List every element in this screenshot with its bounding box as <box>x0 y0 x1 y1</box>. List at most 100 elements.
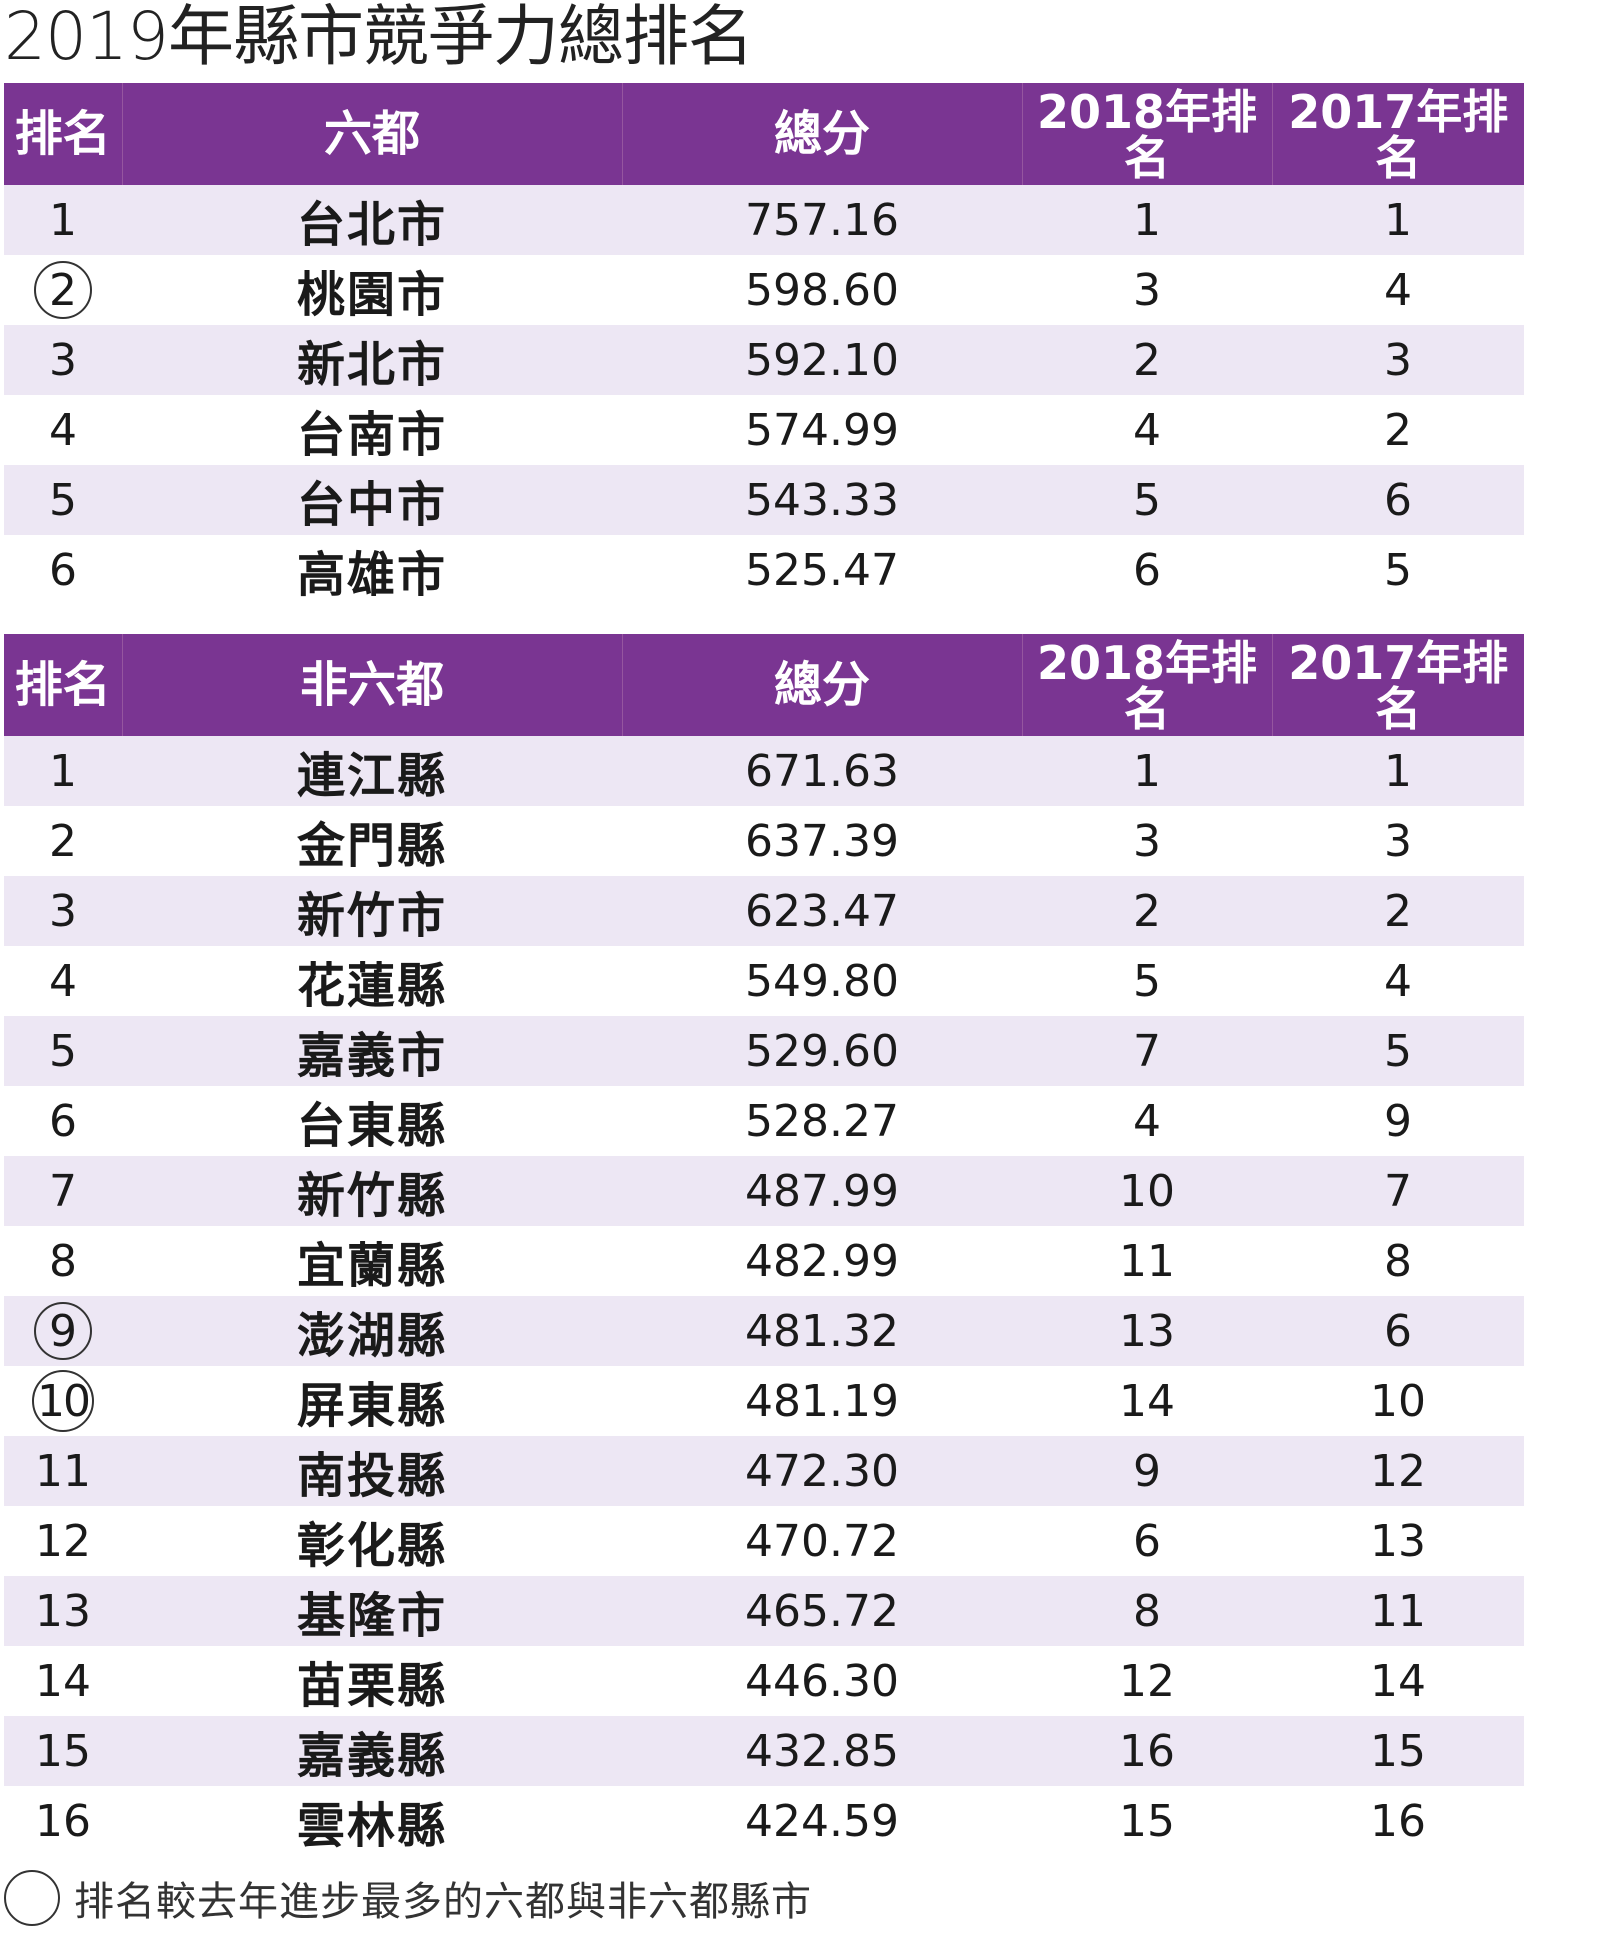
rank-2017-cell: 14 <box>1272 1646 1524 1716</box>
header-2017-line-1: 2017年排 <box>1288 85 1509 139</box>
rank-2018-cell: 8 <box>1022 1576 1272 1646</box>
rank-2018-cell: 9 <box>1022 1436 1272 1506</box>
total-score-cell: 671.63 <box>622 736 1022 806</box>
rank-cell: 12 <box>4 1506 122 1576</box>
total-score-cell: 598.60 <box>622 255 1022 325</box>
rank-2017-cell: 6 <box>1272 465 1524 535</box>
table-row: 7 新竹縣 487.99 10 7 <box>4 1156 1524 1226</box>
rank-cell: 5 <box>4 465 122 535</box>
rank-2017-cell: 4 <box>1272 946 1524 1016</box>
county-name-cell: 屏東縣 <box>122 1366 622 1436</box>
rank-2017-cell: 4 <box>1272 255 1524 325</box>
county-name-cell: 澎湖縣 <box>122 1296 622 1366</box>
county-name-cell: 彰化縣 <box>122 1506 622 1576</box>
header-score: 總分 <box>622 83 1023 185</box>
county-name-cell: 基隆市 <box>122 1576 622 1646</box>
county-name-cell: 嘉義縣 <box>122 1716 622 1786</box>
circled-rank: 2 <box>34 261 92 319</box>
total-score-cell: 549.80 <box>622 946 1022 1016</box>
rank-2018-cell: 16 <box>1022 1716 1272 1786</box>
rank-2018-cell: 3 <box>1022 255 1272 325</box>
county-name-cell: 雲林縣 <box>122 1786 622 1856</box>
rank-2018-cell: 13 <box>1022 1296 1272 1366</box>
rank-2018-cell: 12 <box>1022 1646 1272 1716</box>
table-row: 14 苗栗縣 446.30 12 14 <box>4 1646 1524 1716</box>
non-six-municipalities-table: 排名 非六都 總分 2018年排 名 2017年排 名 1 連江縣 671.63 1 1… <box>4 634 1524 1856</box>
rank-2018-cell: 1 <box>1022 185 1272 255</box>
rank-2018-cell: 10 <box>1022 1156 1272 1226</box>
rank-cell: 2 <box>4 806 122 876</box>
rank-2018-cell: 4 <box>1022 395 1272 465</box>
total-score-cell: 543.33 <box>622 465 1022 535</box>
header-rank: 排名 <box>4 634 123 736</box>
rank-cell: 6 <box>4 535 122 605</box>
rank-2018-cell: 5 <box>1022 946 1272 1016</box>
rank-2017-cell: 5 <box>1272 535 1524 605</box>
header-2017-rank: 2017年排 名 <box>1272 634 1524 736</box>
header-score: 總分 <box>622 634 1023 736</box>
rank-cell: 7 <box>4 1156 122 1226</box>
header-name: 六都 <box>122 83 623 185</box>
rank-cell: 16 <box>4 1786 122 1856</box>
rank-2017-cell: 7 <box>1272 1156 1524 1226</box>
total-score-cell: 472.30 <box>622 1436 1022 1506</box>
total-score-cell: 446.30 <box>622 1646 1022 1716</box>
county-name-cell: 台東縣 <box>122 1086 622 1156</box>
circle-icon <box>4 1870 60 1926</box>
rank-cell: 2 <box>4 255 122 325</box>
circled-rank: 10 <box>32 1370 94 1432</box>
table-row: 6 台東縣 528.27 4 9 <box>4 1086 1524 1156</box>
rank-2017-cell: 9 <box>1272 1086 1524 1156</box>
header-rank: 排名 <box>4 83 123 185</box>
rank-cell: 3 <box>4 325 122 395</box>
rank-2017-cell: 2 <box>1272 876 1524 946</box>
county-name-cell: 桃園市 <box>122 255 622 325</box>
total-score-cell: 574.99 <box>622 395 1022 465</box>
six-municipalities-table: 排名 六都 總分 2018年排 名 2017年排 名 1 台北市 757.16 1 1 2… <box>4 83 1524 605</box>
table-header-row: 排名 非六都 總分 2018年排 名 2017年排 名 <box>4 634 1524 736</box>
rank-2017-cell: 11 <box>1272 1576 1524 1646</box>
total-score-cell: 637.39 <box>622 806 1022 876</box>
rank-cell: 11 <box>4 1436 122 1506</box>
rank-2017-cell: 3 <box>1272 325 1524 395</box>
rank-2018-cell: 6 <box>1022 1506 1272 1576</box>
rank-cell: 13 <box>4 1576 122 1646</box>
rank-2017-cell: 1 <box>1272 736 1524 806</box>
header-2018-line-2: 名 <box>1124 131 1170 185</box>
county-name-cell: 新竹縣 <box>122 1156 622 1226</box>
rank-2017-cell: 10 <box>1272 1366 1524 1436</box>
total-score-cell: 529.60 <box>622 1016 1022 1086</box>
county-name-cell: 高雄市 <box>122 535 622 605</box>
table-body: 1 台北市 757.16 1 1 2 桃園市 598.60 3 4 3 新北市 592.10 2 3 4 台南市… <box>4 185 1524 605</box>
county-name-cell: 連江縣 <box>122 736 622 806</box>
table-row: 5 嘉義市 529.60 7 5 <box>4 1016 1524 1086</box>
table-row: 3 新竹市 623.47 2 2 <box>4 876 1524 946</box>
rank-cell: 5 <box>4 1016 122 1086</box>
table-row: 2 桃園市 598.60 3 4 <box>4 255 1524 325</box>
legend-text: 排名較去年進步最多的六都與非六都縣市 <box>74 1879 812 1925</box>
page-title: 2019年縣市競爭力總排名 <box>4 0 754 75</box>
rank-2018-cell: 14 <box>1022 1366 1272 1436</box>
rank-2018-cell: 7 <box>1022 1016 1272 1086</box>
table-row: 3 新北市 592.10 2 3 <box>4 325 1524 395</box>
total-score-cell: 481.32 <box>622 1296 1022 1366</box>
table-row: 13 基隆市 465.72 8 11 <box>4 1576 1524 1646</box>
total-score-cell: 592.10 <box>622 325 1022 395</box>
table-header-row: 排名 六都 總分 2018年排 名 2017年排 名 <box>4 83 1524 185</box>
county-name-cell: 新竹市 <box>122 876 622 946</box>
total-score-cell: 424.59 <box>622 1786 1022 1856</box>
county-name-cell: 花蓮縣 <box>122 946 622 1016</box>
total-score-cell: 481.19 <box>622 1366 1022 1436</box>
rank-2017-cell: 1 <box>1272 185 1524 255</box>
table-row: 15 嘉義縣 432.85 16 15 <box>4 1716 1524 1786</box>
rank-cell: 9 <box>4 1296 122 1366</box>
county-name-cell: 新北市 <box>122 325 622 395</box>
total-score-cell: 432.85 <box>622 1716 1022 1786</box>
county-name-cell: 金門縣 <box>122 806 622 876</box>
rank-2017-cell: 13 <box>1272 1506 1524 1576</box>
circled-rank: 9 <box>34 1302 92 1360</box>
legend: 排名較去年進步最多的六都與非六都縣市 <box>4 1868 812 1928</box>
rank-2017-cell: 5 <box>1272 1016 1524 1086</box>
rank-2018-cell: 2 <box>1022 325 1272 395</box>
county-name-cell: 宜蘭縣 <box>122 1226 622 1296</box>
